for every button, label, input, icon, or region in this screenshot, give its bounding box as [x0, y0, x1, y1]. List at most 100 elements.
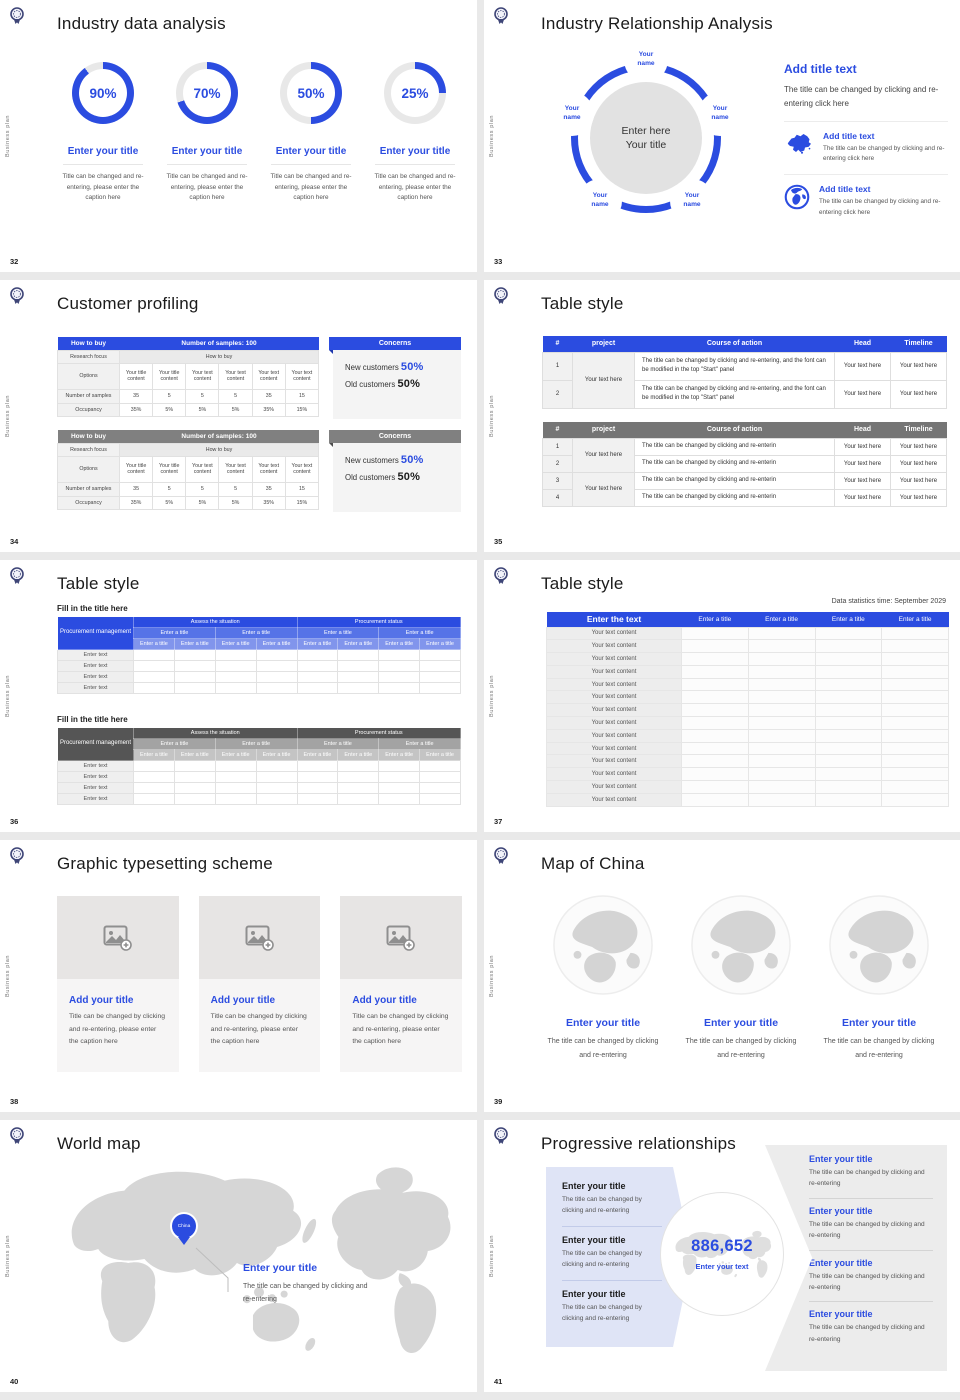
step-item: Enter your title The title can be change…: [809, 1147, 933, 1199]
table-cell: [337, 793, 380, 805]
step-title: Enter your title: [562, 1181, 626, 1191]
profile-table-blue: How to buy Number of samples: 100 Resear…: [57, 337, 320, 417]
slide-title: Customer profiling: [57, 294, 199, 313]
card-caption: Title can be changed by clicking and re-…: [210, 1013, 307, 1046]
table-col-header: Enter a title: [378, 749, 421, 761]
globe-icon: [784, 184, 810, 210]
add-image-icon: [386, 925, 416, 951]
brand-logo-icon: [493, 566, 509, 585]
table-cell: 4: [542, 488, 573, 507]
table-cell: [133, 682, 175, 694]
table-row-label: Your text content: [546, 690, 682, 705]
table-row-label: Enter text: [57, 682, 134, 694]
table-corner: Procurement management: [57, 727, 134, 761]
table-cell: [681, 780, 749, 794]
globe-caption: The title can be changed by clicking and…: [685, 1038, 797, 1059]
action-table-gray: # project Course of action Head Timeline…: [542, 422, 947, 507]
table-cell: [881, 626, 949, 641]
image-placeholder: [198, 896, 321, 979]
table-cell: [378, 760, 421, 772]
node-label: Your name: [711, 105, 729, 121]
table-cell: [419, 760, 461, 772]
feature-title: Add title text: [819, 184, 871, 195]
slide-number: 36: [10, 817, 19, 826]
globe-image: [690, 894, 792, 996]
stat-title: Enter your title: [375, 146, 455, 165]
step-item: Enter your title The title can be change…: [562, 1227, 662, 1281]
table-cell: [747, 703, 816, 718]
table-cell: [814, 677, 883, 692]
slide-title: Industry data analysis: [57, 14, 226, 33]
diagram-node: Your name: [670, 179, 714, 223]
table-cell: The title can be changed by clicking and…: [634, 437, 835, 456]
brand-logo-icon: [9, 566, 25, 585]
table-col-header: Enter a title: [748, 612, 815, 627]
table-cell: Your title content: [152, 455, 187, 483]
table-cell: [814, 716, 883, 730]
table-group-header: Procurement status: [296, 727, 461, 739]
table-cell: [133, 771, 175, 783]
table-cell: Number of samples: [57, 481, 120, 497]
concern-value: 50%: [400, 454, 424, 466]
table-cell: [255, 682, 298, 694]
table-header: #: [542, 336, 573, 352]
table-cell: [173, 671, 216, 683]
table-cell: [747, 792, 816, 807]
table-cell: Your title content: [118, 455, 154, 483]
globe-item: Enter your title The title can be change…: [534, 894, 672, 1062]
concerns-row: Old customers 50%: [345, 378, 449, 390]
table-header: Course of action: [634, 336, 835, 352]
table-cell: 5: [185, 481, 220, 497]
slide-number: 39: [494, 1097, 503, 1106]
stat-caption: Title can be changed and re-entering, pl…: [374, 173, 456, 202]
table-cell: [814, 690, 883, 705]
slide-title: Progressive relationships: [541, 1134, 736, 1153]
table-cell: Your text content: [251, 362, 286, 390]
image-card: Add your title Title can be changed by c…: [198, 896, 321, 1072]
table-cell: Your text here: [890, 437, 947, 456]
table-cell: [747, 728, 816, 743]
table-cell: [214, 793, 257, 805]
table-cell: [337, 682, 380, 694]
step-caption: The title can be changed by clicking and…: [562, 1196, 642, 1215]
table-cell: Your text here: [890, 351, 947, 381]
step-caption: The title can be changed by clicking and…: [562, 1303, 642, 1322]
slide-number: 35: [494, 537, 503, 546]
table-col-header: Enter a title: [419, 749, 461, 761]
table-cell: [814, 741, 883, 756]
table-cell: [681, 639, 749, 654]
diagram-center-line1: Enter here: [621, 124, 671, 137]
table-cell: Your text here: [834, 437, 891, 456]
table-col-header: Enter a title: [681, 612, 749, 627]
globe-row: Enter your title The title can be change…: [534, 894, 948, 1062]
table-col-header: Enter a title: [419, 638, 461, 650]
table-cell: Your text here: [834, 488, 891, 507]
step-caption: The title can be changed by clicking and…: [809, 1169, 925, 1188]
table-cell: [173, 660, 216, 672]
concern-label: Old customers: [345, 380, 396, 389]
table-row-label: Your text content: [546, 677, 682, 692]
table-cell: [881, 677, 949, 692]
table-row-label: Your text content: [546, 703, 682, 718]
table-cell: [296, 660, 339, 672]
brand-vertical-label: Business plan: [489, 114, 495, 158]
table-row-label: Enter text: [57, 760, 134, 772]
globe-caption: The title can be changed by clicking and…: [823, 1038, 935, 1059]
table-cell: [681, 664, 749, 679]
feature-caption: The title can be changed by clicking and…: [819, 198, 941, 216]
slide-number: 41: [494, 1377, 503, 1386]
table-row-label: Your text content: [546, 728, 682, 743]
table-header: Course of action: [634, 422, 835, 438]
table-cell: [747, 639, 816, 654]
table-cell: [747, 626, 816, 641]
brand-logo-icon: [9, 286, 25, 305]
table-cell: [881, 792, 949, 807]
donut-chart: 90%: [72, 62, 134, 124]
table-row-label: Your text content: [546, 664, 682, 679]
slide-number: 37: [494, 817, 503, 826]
table-cell: Your text here: [572, 351, 635, 409]
table-col-header: Enter a title: [255, 638, 298, 650]
diagram-node: Your name: [550, 92, 594, 136]
donut-stat: 25% Enter your title Title can be change…: [367, 62, 463, 204]
